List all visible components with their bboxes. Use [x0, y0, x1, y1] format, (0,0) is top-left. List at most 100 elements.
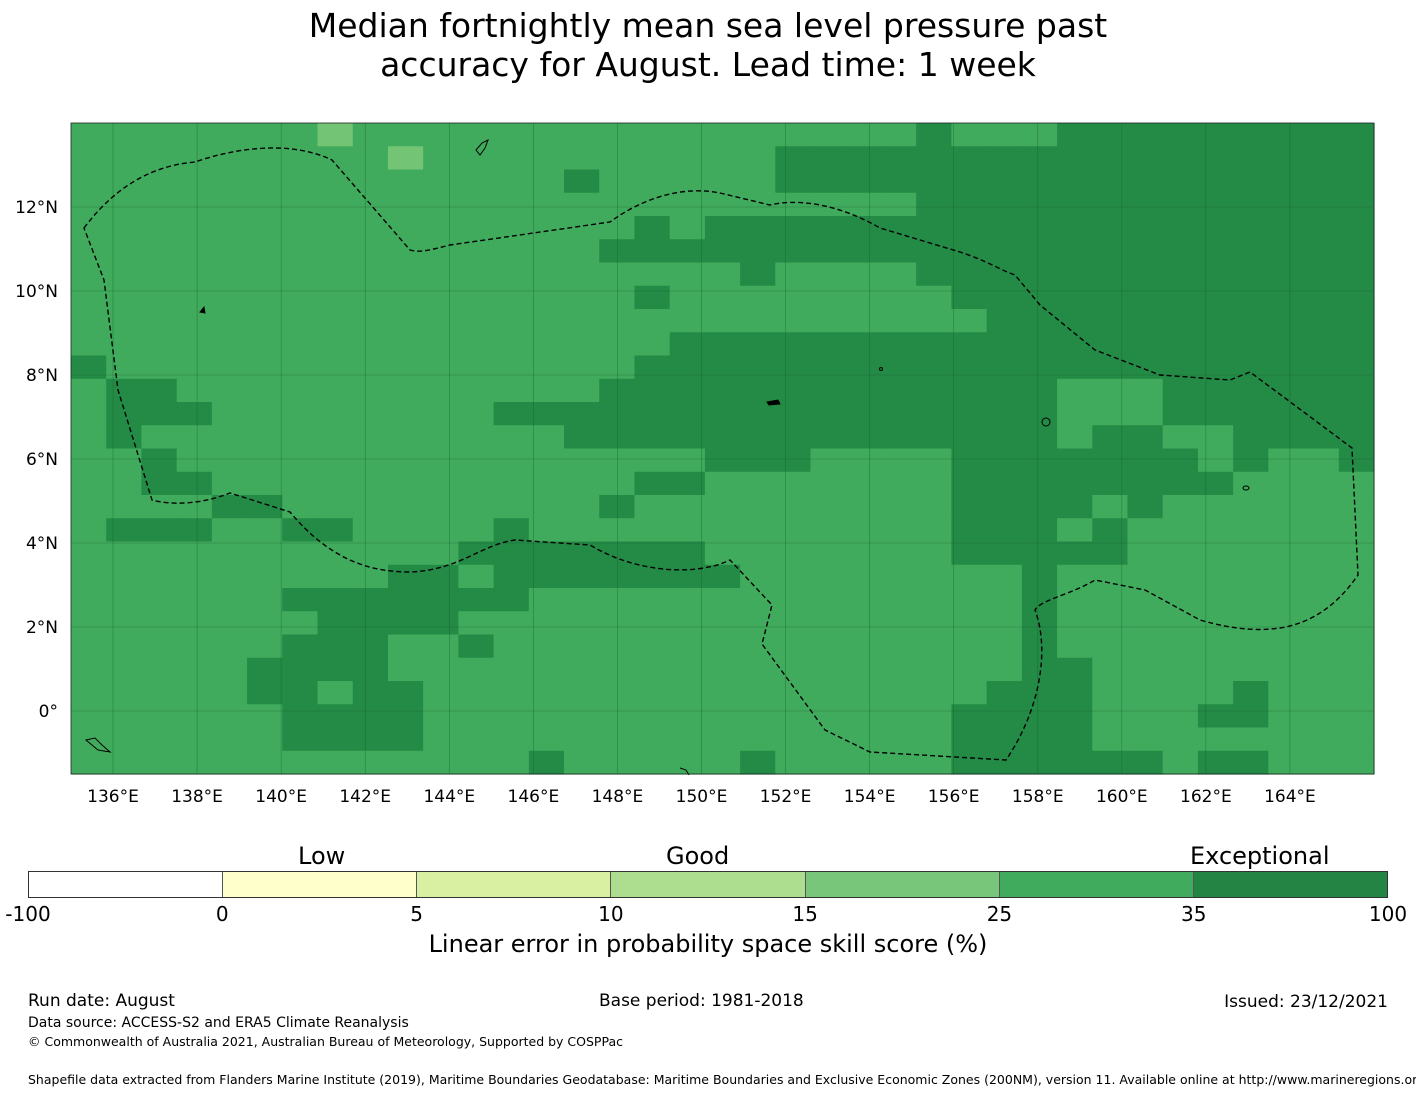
grid-cell [1338, 123, 1375, 147]
grid-cell [106, 425, 143, 450]
grid-cell [176, 355, 213, 380]
category-exceptional: Exceptional [1190, 842, 1330, 870]
grid-cell [951, 727, 988, 752]
grid-cell [880, 564, 917, 589]
grid-cell [564, 123, 600, 147]
grid-cell [951, 471, 988, 496]
grid-cell [1303, 541, 1340, 566]
grid-cell [845, 634, 882, 659]
grid-cell [387, 285, 424, 310]
category-low: Low [298, 842, 346, 870]
grid-cell [1303, 657, 1340, 682]
grid-cell [1233, 634, 1269, 659]
grid-cell [986, 192, 1023, 217]
grid-cell [880, 216, 917, 240]
grid-cell [106, 448, 143, 473]
grid-cell [880, 192, 917, 217]
grid-cell [528, 727, 565, 752]
grid-cell [493, 309, 530, 333]
grid-cell [1162, 425, 1199, 450]
grid-cell [916, 657, 953, 682]
grid-cell [1197, 611, 1234, 636]
grid-cell [1127, 564, 1164, 589]
grid-cell [176, 285, 213, 310]
grid-cell [493, 448, 530, 473]
grid-cell [845, 541, 882, 566]
grid-cell [282, 750, 319, 775]
grid-cell [176, 146, 213, 171]
chart-title-line1: Median fortnightly mean sea level pressu… [308, 6, 1108, 45]
grid-cell [282, 402, 319, 426]
grid-cell [387, 588, 424, 612]
grid-cell [282, 727, 319, 752]
grid-cell [1303, 192, 1340, 217]
shapefile-credit: Shapefile data extracted from Flanders M… [28, 1072, 1416, 1087]
grid-cell [1233, 123, 1269, 147]
grid-cell [880, 425, 917, 450]
grid-cell [775, 681, 812, 705]
grid-cell [1303, 169, 1340, 194]
grid-cell [141, 216, 178, 240]
grid-cell [211, 123, 248, 147]
grid-cell [211, 309, 248, 333]
grid-cell [1303, 518, 1340, 543]
grid-cell [1092, 425, 1129, 450]
grid-cell [1268, 750, 1305, 775]
grid-cell [1303, 471, 1340, 496]
grid-cell [493, 634, 530, 659]
grid-cell [317, 355, 354, 380]
grid-cell [810, 518, 847, 543]
grid-cell [1127, 402, 1164, 426]
grid-cell [1057, 355, 1093, 380]
grid-cell [71, 448, 107, 473]
grid-cell [247, 541, 283, 566]
grid-cell [986, 425, 1023, 450]
grid-cell [916, 192, 953, 217]
grid-cell [564, 262, 600, 287]
grid-cell [634, 169, 671, 194]
grid-cell [1197, 355, 1234, 380]
grid-cell [1268, 657, 1305, 682]
latitude-tick-label: 10°N [15, 282, 58, 302]
grid-cell [880, 634, 917, 659]
grid-cell [1092, 262, 1129, 287]
grid-cell [704, 495, 741, 519]
grid-cell [669, 657, 706, 682]
grid-cell [1233, 727, 1269, 752]
grid-cell [1303, 681, 1340, 705]
grid-cell [106, 216, 143, 240]
grid-cell [282, 378, 319, 403]
grid-cell [1092, 309, 1129, 333]
grid-cell [317, 704, 354, 729]
grid-cell [810, 355, 847, 380]
grid-cell [387, 564, 424, 589]
longitude-tick-label: 154°E [844, 787, 896, 807]
grid-cell [211, 750, 248, 775]
grid-cell [564, 402, 600, 426]
grid-cell [1338, 518, 1375, 543]
grid-cell [176, 588, 213, 612]
grid-cell [176, 541, 213, 566]
grid-cell [282, 448, 319, 473]
grid-cell [1303, 495, 1340, 519]
grid-cell [282, 239, 319, 264]
grid-cell [106, 588, 143, 612]
grid-cell [106, 402, 143, 426]
grid-cell [141, 332, 178, 357]
grid-cell [528, 634, 565, 659]
grid-cell [176, 634, 213, 659]
grid-cell [1233, 146, 1269, 171]
grid-cell [423, 727, 459, 752]
grid-cell [740, 378, 776, 403]
grid-cell [247, 634, 283, 659]
grid-cell [317, 378, 354, 403]
grid-cell [247, 192, 283, 217]
grid-cell [317, 169, 354, 194]
grid-cell [564, 332, 600, 357]
grid-cell [986, 332, 1023, 357]
grid-cell [1162, 657, 1199, 682]
grid-cell [387, 378, 424, 403]
grid-cell [247, 378, 283, 403]
grid-cell [387, 123, 424, 147]
grid-cell [740, 750, 776, 775]
